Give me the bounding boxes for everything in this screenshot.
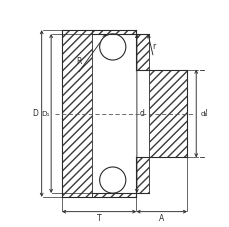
Polygon shape: [92, 30, 136, 34]
Polygon shape: [136, 158, 148, 193]
Polygon shape: [148, 69, 186, 158]
Circle shape: [99, 167, 125, 193]
Text: l: l: [204, 109, 206, 118]
Text: D: D: [32, 109, 38, 118]
Text: d₁: d₁: [199, 111, 207, 116]
Polygon shape: [136, 34, 148, 69]
Circle shape: [99, 34, 125, 60]
Polygon shape: [62, 30, 92, 197]
Text: r: r: [152, 42, 155, 51]
Text: d: d: [139, 109, 143, 118]
Text: A: A: [158, 214, 164, 223]
Text: R: R: [75, 57, 81, 66]
Polygon shape: [92, 193, 136, 197]
Text: T: T: [96, 214, 101, 223]
Text: D₁: D₁: [41, 111, 49, 116]
